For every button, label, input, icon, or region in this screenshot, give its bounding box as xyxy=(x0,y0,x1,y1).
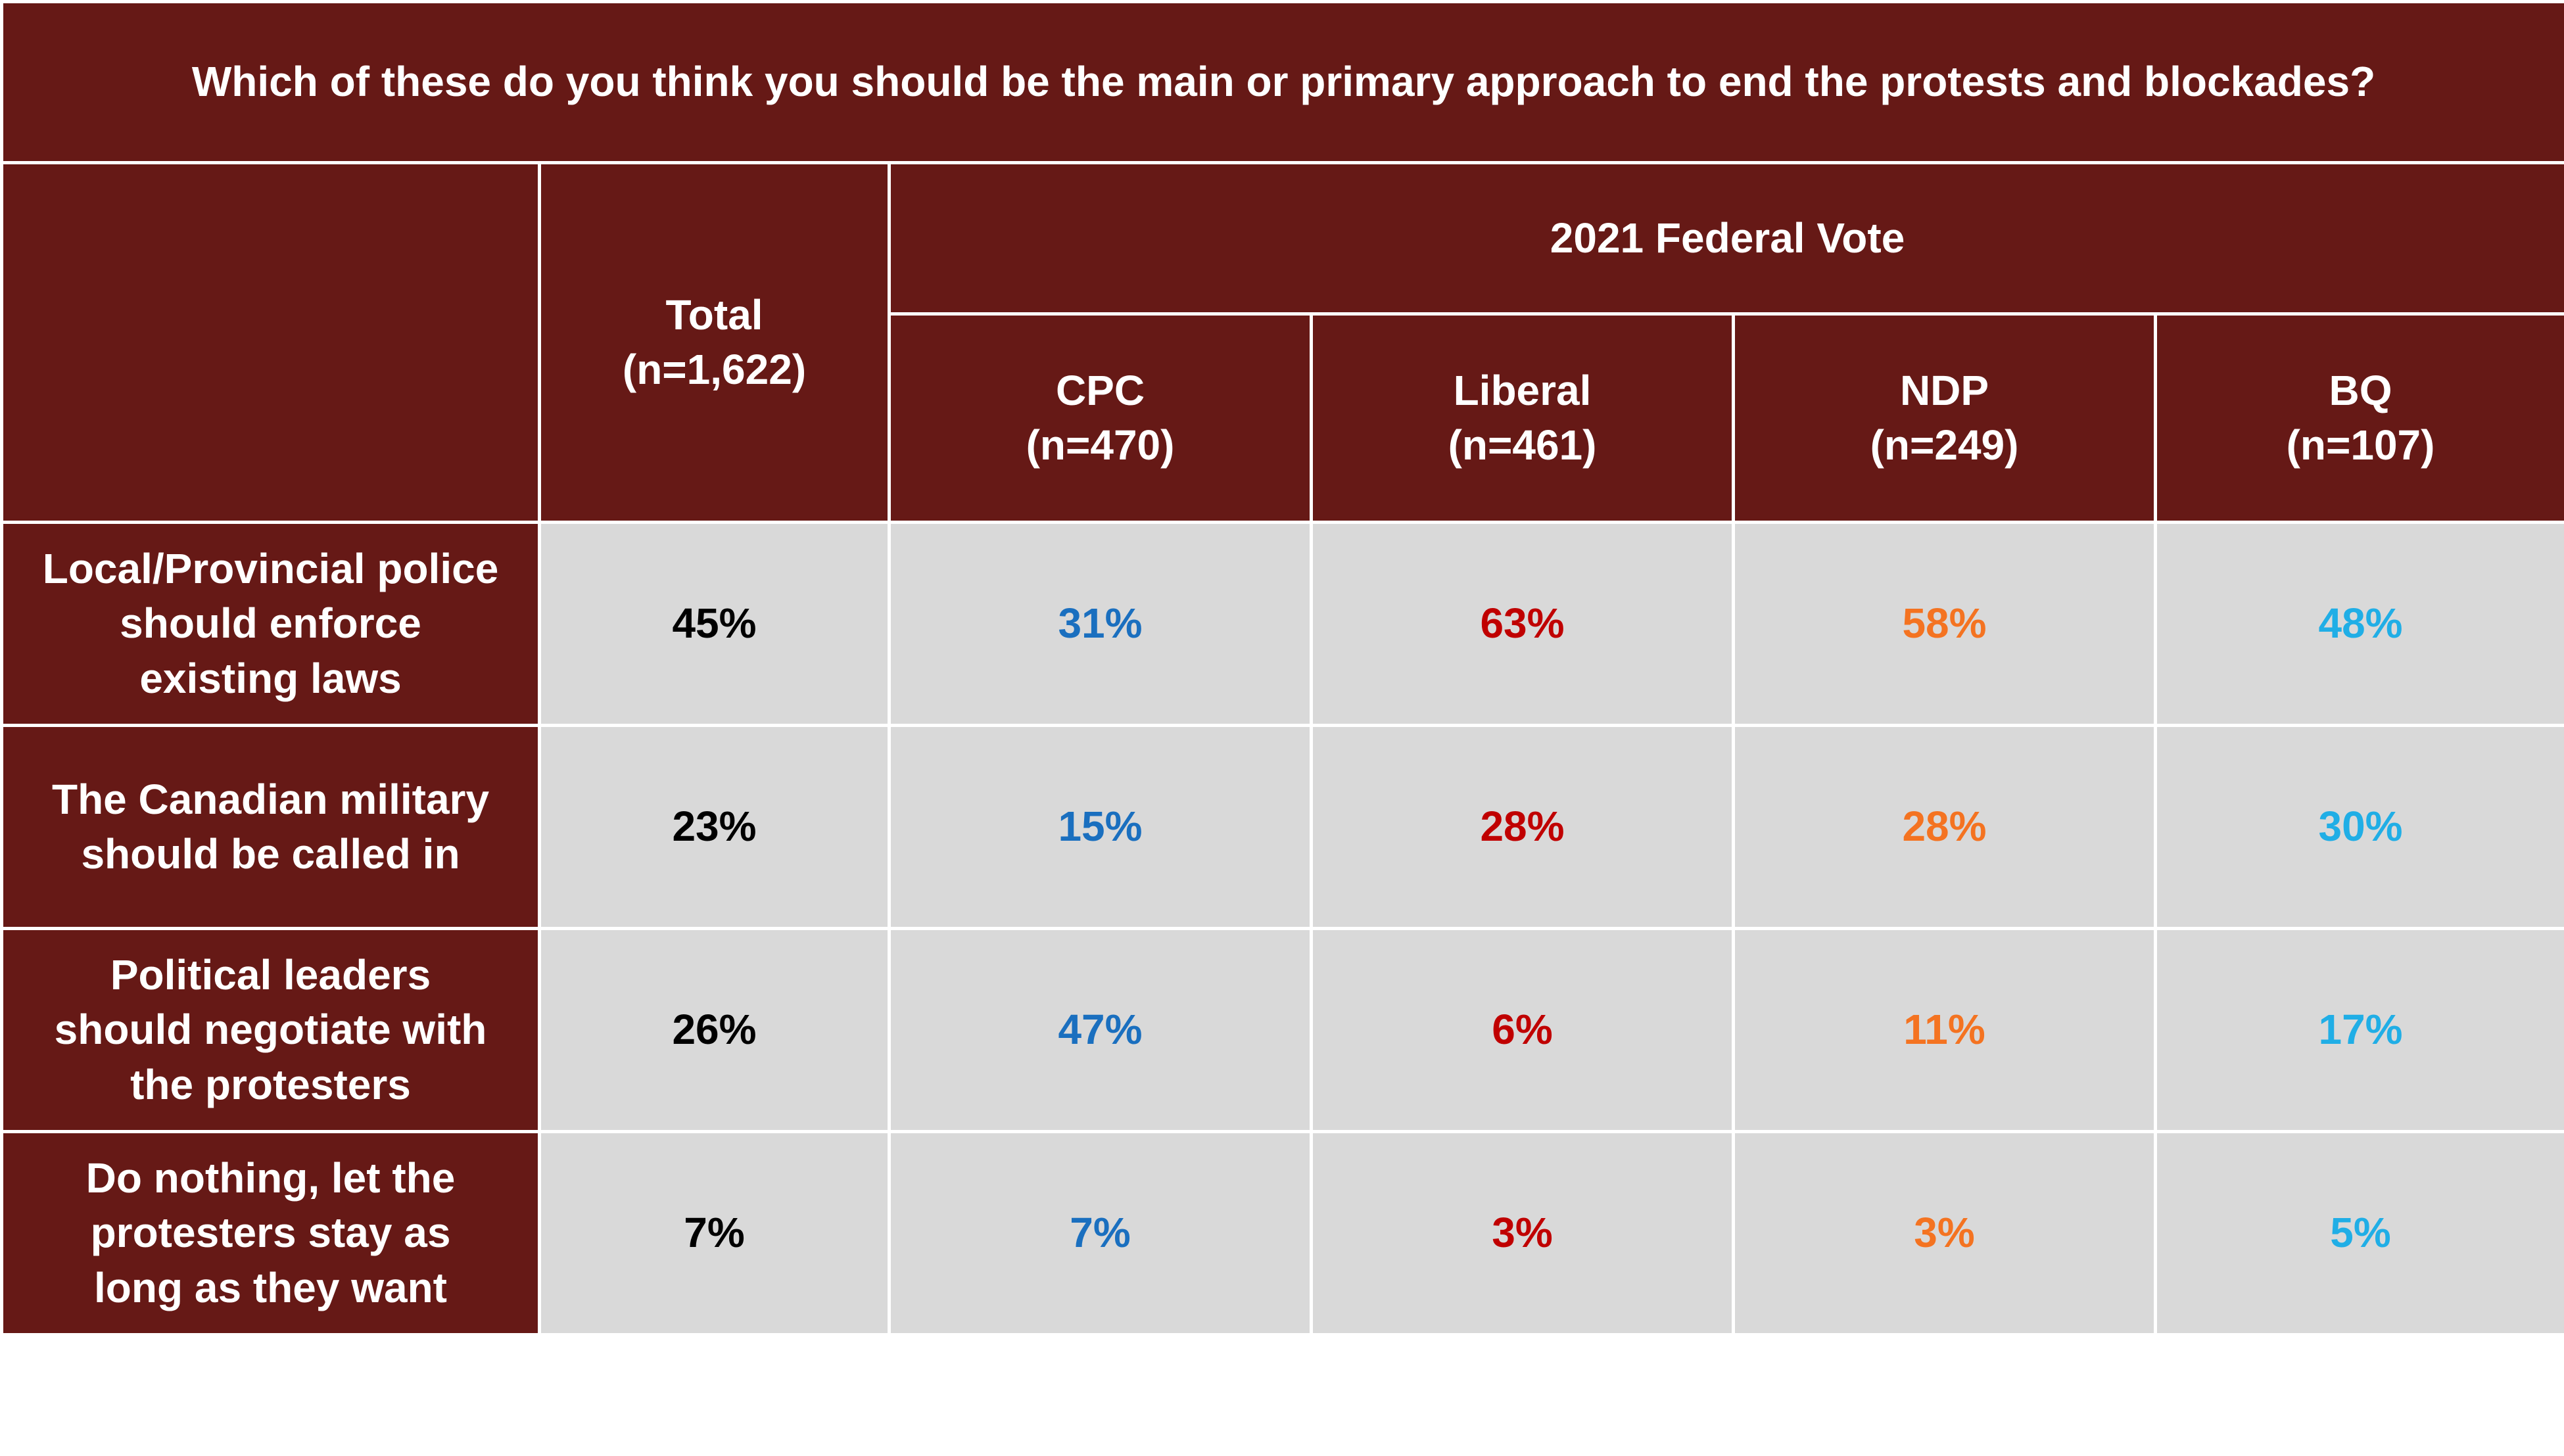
federal-vote-group-header: 2021 Federal Vote xyxy=(887,161,2564,316)
value-cell-total: 23% xyxy=(538,724,891,930)
row-label-line: should enforce xyxy=(120,599,421,647)
row-label-line: should be called in xyxy=(81,830,460,878)
value-cell-cpc: 15% xyxy=(888,724,1313,930)
row-label: The Canadian military should be called in xyxy=(0,724,541,930)
results-table: Which of these do you think you should b… xyxy=(0,0,2564,1336)
empty-corner-cell xyxy=(0,161,541,524)
value-cell-total: 26% xyxy=(538,927,891,1133)
value-cell-ndp: 3% xyxy=(1732,1130,2157,1336)
value-cell-cpc: 31% xyxy=(888,521,1313,727)
row-label: Local/Provincial police should enforce exi… xyxy=(0,521,541,727)
value-cell-cpc: 7% xyxy=(888,1130,1313,1336)
value-cell-bq: 48% xyxy=(2153,521,2564,727)
value-cell-bq: 5% xyxy=(2153,1130,2564,1336)
value-cell-liberal: 3% xyxy=(1310,1130,1735,1336)
row-label-line: existing laws xyxy=(139,654,402,702)
value-cell-liberal: 28% xyxy=(1310,724,1735,930)
table-row: Do nothing, let the protesters stay as lon… xyxy=(0,1130,2564,1336)
row-label-line: Political leaders xyxy=(110,951,431,999)
title-row: Which of these do you think you should b… xyxy=(0,0,2564,164)
data-rows: Local/Provincial police should enforce exi… xyxy=(0,521,2564,1336)
party-header-label: BQ xyxy=(2329,366,2392,414)
row-label-line: should negotiate with xyxy=(54,1006,487,1054)
row-label-line: the protesters xyxy=(130,1060,411,1108)
row-label-line: protesters stay as xyxy=(90,1209,451,1257)
value-cell-ndp: 58% xyxy=(1732,521,2157,727)
value-cell-total: 45% xyxy=(538,521,891,727)
group-header-row: Total (n=1,622) 2021 Federal Vote xyxy=(0,161,2564,524)
value-cell-bq: 30% xyxy=(2153,724,2564,930)
table-title: Which of these do you think you should b… xyxy=(0,0,2564,164)
total-header-n: (n=1,622) xyxy=(622,346,807,393)
total-header-label: Total xyxy=(665,291,763,339)
value-cell-ndp: 28% xyxy=(1732,724,2157,930)
party-header-cpc: CPC (n=470) xyxy=(888,312,1313,524)
party-header-label: NDP xyxy=(1899,366,1989,414)
party-header-bq: BQ (n=107) xyxy=(2153,312,2564,524)
value-cell-liberal: 6% xyxy=(1310,927,1735,1133)
party-header-label: Liberal xyxy=(1453,366,1592,414)
party-header-label: CPC xyxy=(1055,366,1145,414)
row-label: Do nothing, let the protesters stay as lon… xyxy=(0,1130,541,1336)
party-header-liberal: Liberal (n=461) xyxy=(1310,312,1735,524)
party-header-n: (n=470) xyxy=(1026,421,1175,469)
value-cell-liberal: 63% xyxy=(1310,521,1735,727)
row-label-line: long as they want xyxy=(94,1263,447,1311)
value-cell-total: 7% xyxy=(538,1130,891,1336)
party-header-row: CPC (n=470) Liberal (n=461) NDP (n=249) … xyxy=(2,312,2564,524)
total-header: Total (n=1,622) xyxy=(538,161,891,524)
row-label: Political leaders should negotiate with th… xyxy=(0,927,541,1133)
party-header-n: (n=107) xyxy=(2286,421,2435,469)
party-header-ndp: NDP (n=249) xyxy=(1732,312,2157,524)
value-cell-cpc: 47% xyxy=(888,927,1313,1133)
row-label-line: Local/Provincial police xyxy=(42,545,499,593)
table-row: Local/Provincial police should enforce exi… xyxy=(0,521,2564,727)
value-cell-ndp: 11% xyxy=(1732,927,2157,1133)
table-row: Political leaders should negotiate with th… xyxy=(0,927,2564,1133)
party-header-n: (n=249) xyxy=(1870,421,2019,469)
table-row: The Canadian military should be called in… xyxy=(0,724,2564,930)
value-cell-bq: 17% xyxy=(2153,927,2564,1133)
row-label-line: The Canadian military xyxy=(51,775,490,823)
row-label-line: Do nothing, let the xyxy=(85,1154,456,1202)
party-header-n: (n=461) xyxy=(1448,421,1597,469)
